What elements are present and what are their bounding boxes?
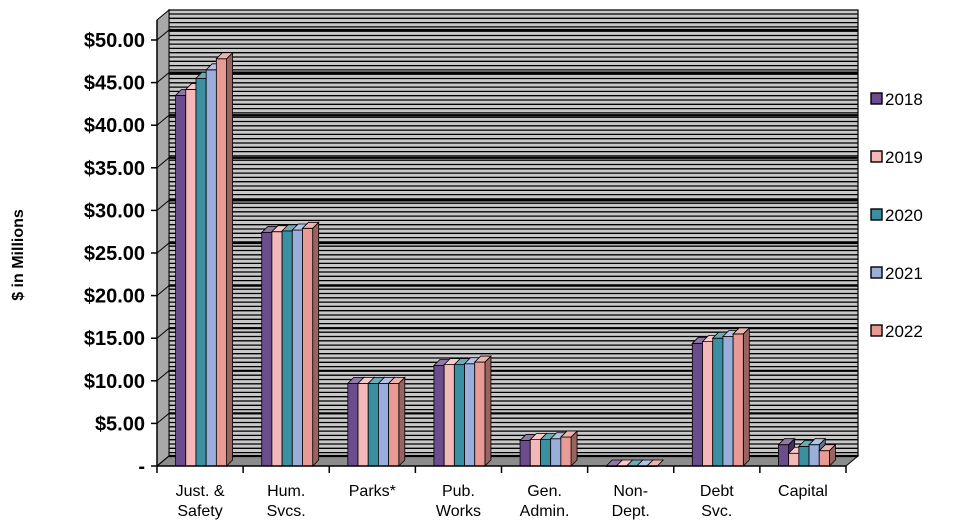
x-tick-label: Gen. Admin. (520, 483, 570, 520)
y-tick-label: $15.00 (84, 328, 145, 350)
side-gridline (156, 242, 170, 254)
y-axis: - $5.00 $10.00 $15.00 $20.00 $25.00 $30.00 $35.… (84, 20, 158, 478)
side-gridline (156, 114, 170, 126)
legend-swatch (870, 150, 883, 163)
bar (215, 51, 234, 467)
legend-label: 2022 (885, 322, 923, 341)
x-tick-label: Non-Dept. (612, 483, 650, 520)
y-tick-label: $5.00 (95, 413, 145, 435)
side-gridline (156, 157, 170, 169)
y-tick-label: $25.00 (84, 243, 145, 265)
y-tick-label: - (138, 456, 145, 478)
side-gridline (156, 29, 170, 41)
legend-swatch (870, 266, 883, 279)
y-tick-label: $35.00 (84, 158, 145, 180)
side-gridline (156, 455, 170, 467)
y-tick-label: $50.00 (84, 30, 145, 52)
legend-swatch (870, 324, 883, 337)
bar (301, 221, 320, 467)
side-gridline (156, 72, 170, 83)
y-tick-label: $20.00 (84, 286, 145, 308)
bar (732, 326, 751, 467)
side-wall (156, 8, 170, 468)
legend-swatch (870, 208, 883, 221)
x-tick-label: Debt Svc. (700, 483, 734, 520)
y-tick-label: $30.00 (84, 200, 145, 222)
y-tick-label: $45.00 (84, 73, 145, 95)
x-tick-label: Parks* (349, 483, 396, 500)
x-axis: Just. & Safety Hum. Svcs. Parks* Pub. Works Gen… (156, 465, 847, 520)
legend-label: 2019 (885, 148, 923, 167)
legend-item: 2019 (870, 148, 923, 167)
bar (559, 430, 579, 467)
side-gridline (156, 327, 170, 339)
y-axis-label: $ in Millions (10, 209, 27, 301)
bar (473, 355, 492, 467)
legend-label: 2018 (885, 90, 923, 109)
bars (174, 51, 837, 467)
bar (387, 376, 406, 467)
legend-label: 2020 (885, 206, 923, 225)
legend-item: 2020 (870, 206, 923, 225)
legend-item: 2021 (870, 264, 923, 283)
y-tick-label: $10.00 (84, 371, 145, 393)
side-gridline (156, 200, 170, 211)
legend-swatch (870, 92, 883, 105)
x-tick-label: Capital (778, 483, 828, 500)
side-gridline (156, 370, 170, 382)
side-gridline (156, 413, 170, 424)
side-gridline (156, 285, 170, 296)
legend-item: 2018 (870, 90, 923, 109)
bar (818, 443, 837, 467)
legend-label: 2021 (885, 264, 923, 283)
y-tick-label: $40.00 (84, 115, 145, 137)
legend: 2018 2019 2020 2021 2022 (870, 90, 923, 341)
x-tick-label: Just. & Safety (176, 483, 225, 520)
x-tick-label: Pub. Works (436, 483, 481, 520)
legend-item: 2022 (870, 322, 923, 341)
x-tick-label: Hum. Svcs. (267, 483, 306, 520)
